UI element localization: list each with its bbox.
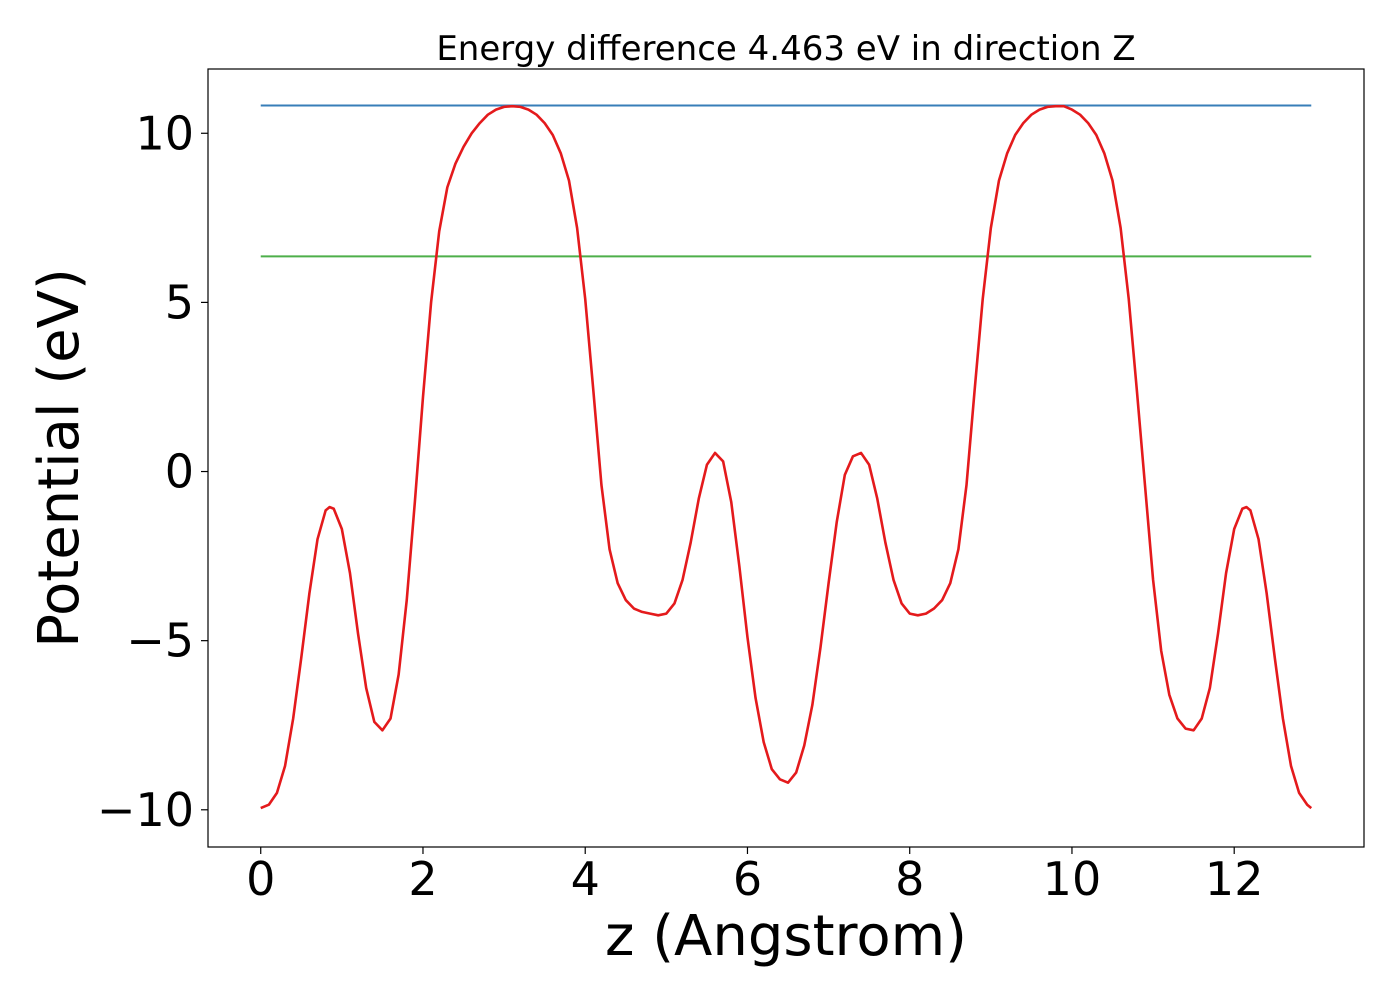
x-tick-label: 12 [1205, 852, 1264, 906]
potential-series-line-1 [260, 104, 1313, 810]
x-tick-label: 4 [571, 852, 600, 906]
y-tick-label: −5 [126, 614, 194, 668]
x-tick-label: 8 [895, 852, 924, 906]
chart-title: Energy difference 4.463 eV in direction … [436, 29, 1135, 69]
y-tick-label: 5 [165, 275, 194, 329]
y-tick-label: 0 [165, 445, 194, 499]
y-tick-label: 10 [135, 106, 194, 160]
plot-frame [207, 68, 1365, 848]
x-tick-label: 2 [408, 852, 437, 906]
x-axis: 0 2 4 6 8 10 12 [246, 847, 1263, 906]
x-tick-label: 0 [246, 852, 275, 906]
plot-area [260, 104, 1313, 810]
y-tick-label: −10 [97, 783, 194, 837]
y-axis: −10 −5 0 5 10 [97, 106, 208, 837]
y-axis-label: Potential (eV) [27, 268, 92, 648]
x-tick-label: 10 [1043, 852, 1102, 906]
x-axis-label: z (Angstrom) [605, 904, 967, 969]
x-tick-label: 6 [733, 852, 762, 906]
